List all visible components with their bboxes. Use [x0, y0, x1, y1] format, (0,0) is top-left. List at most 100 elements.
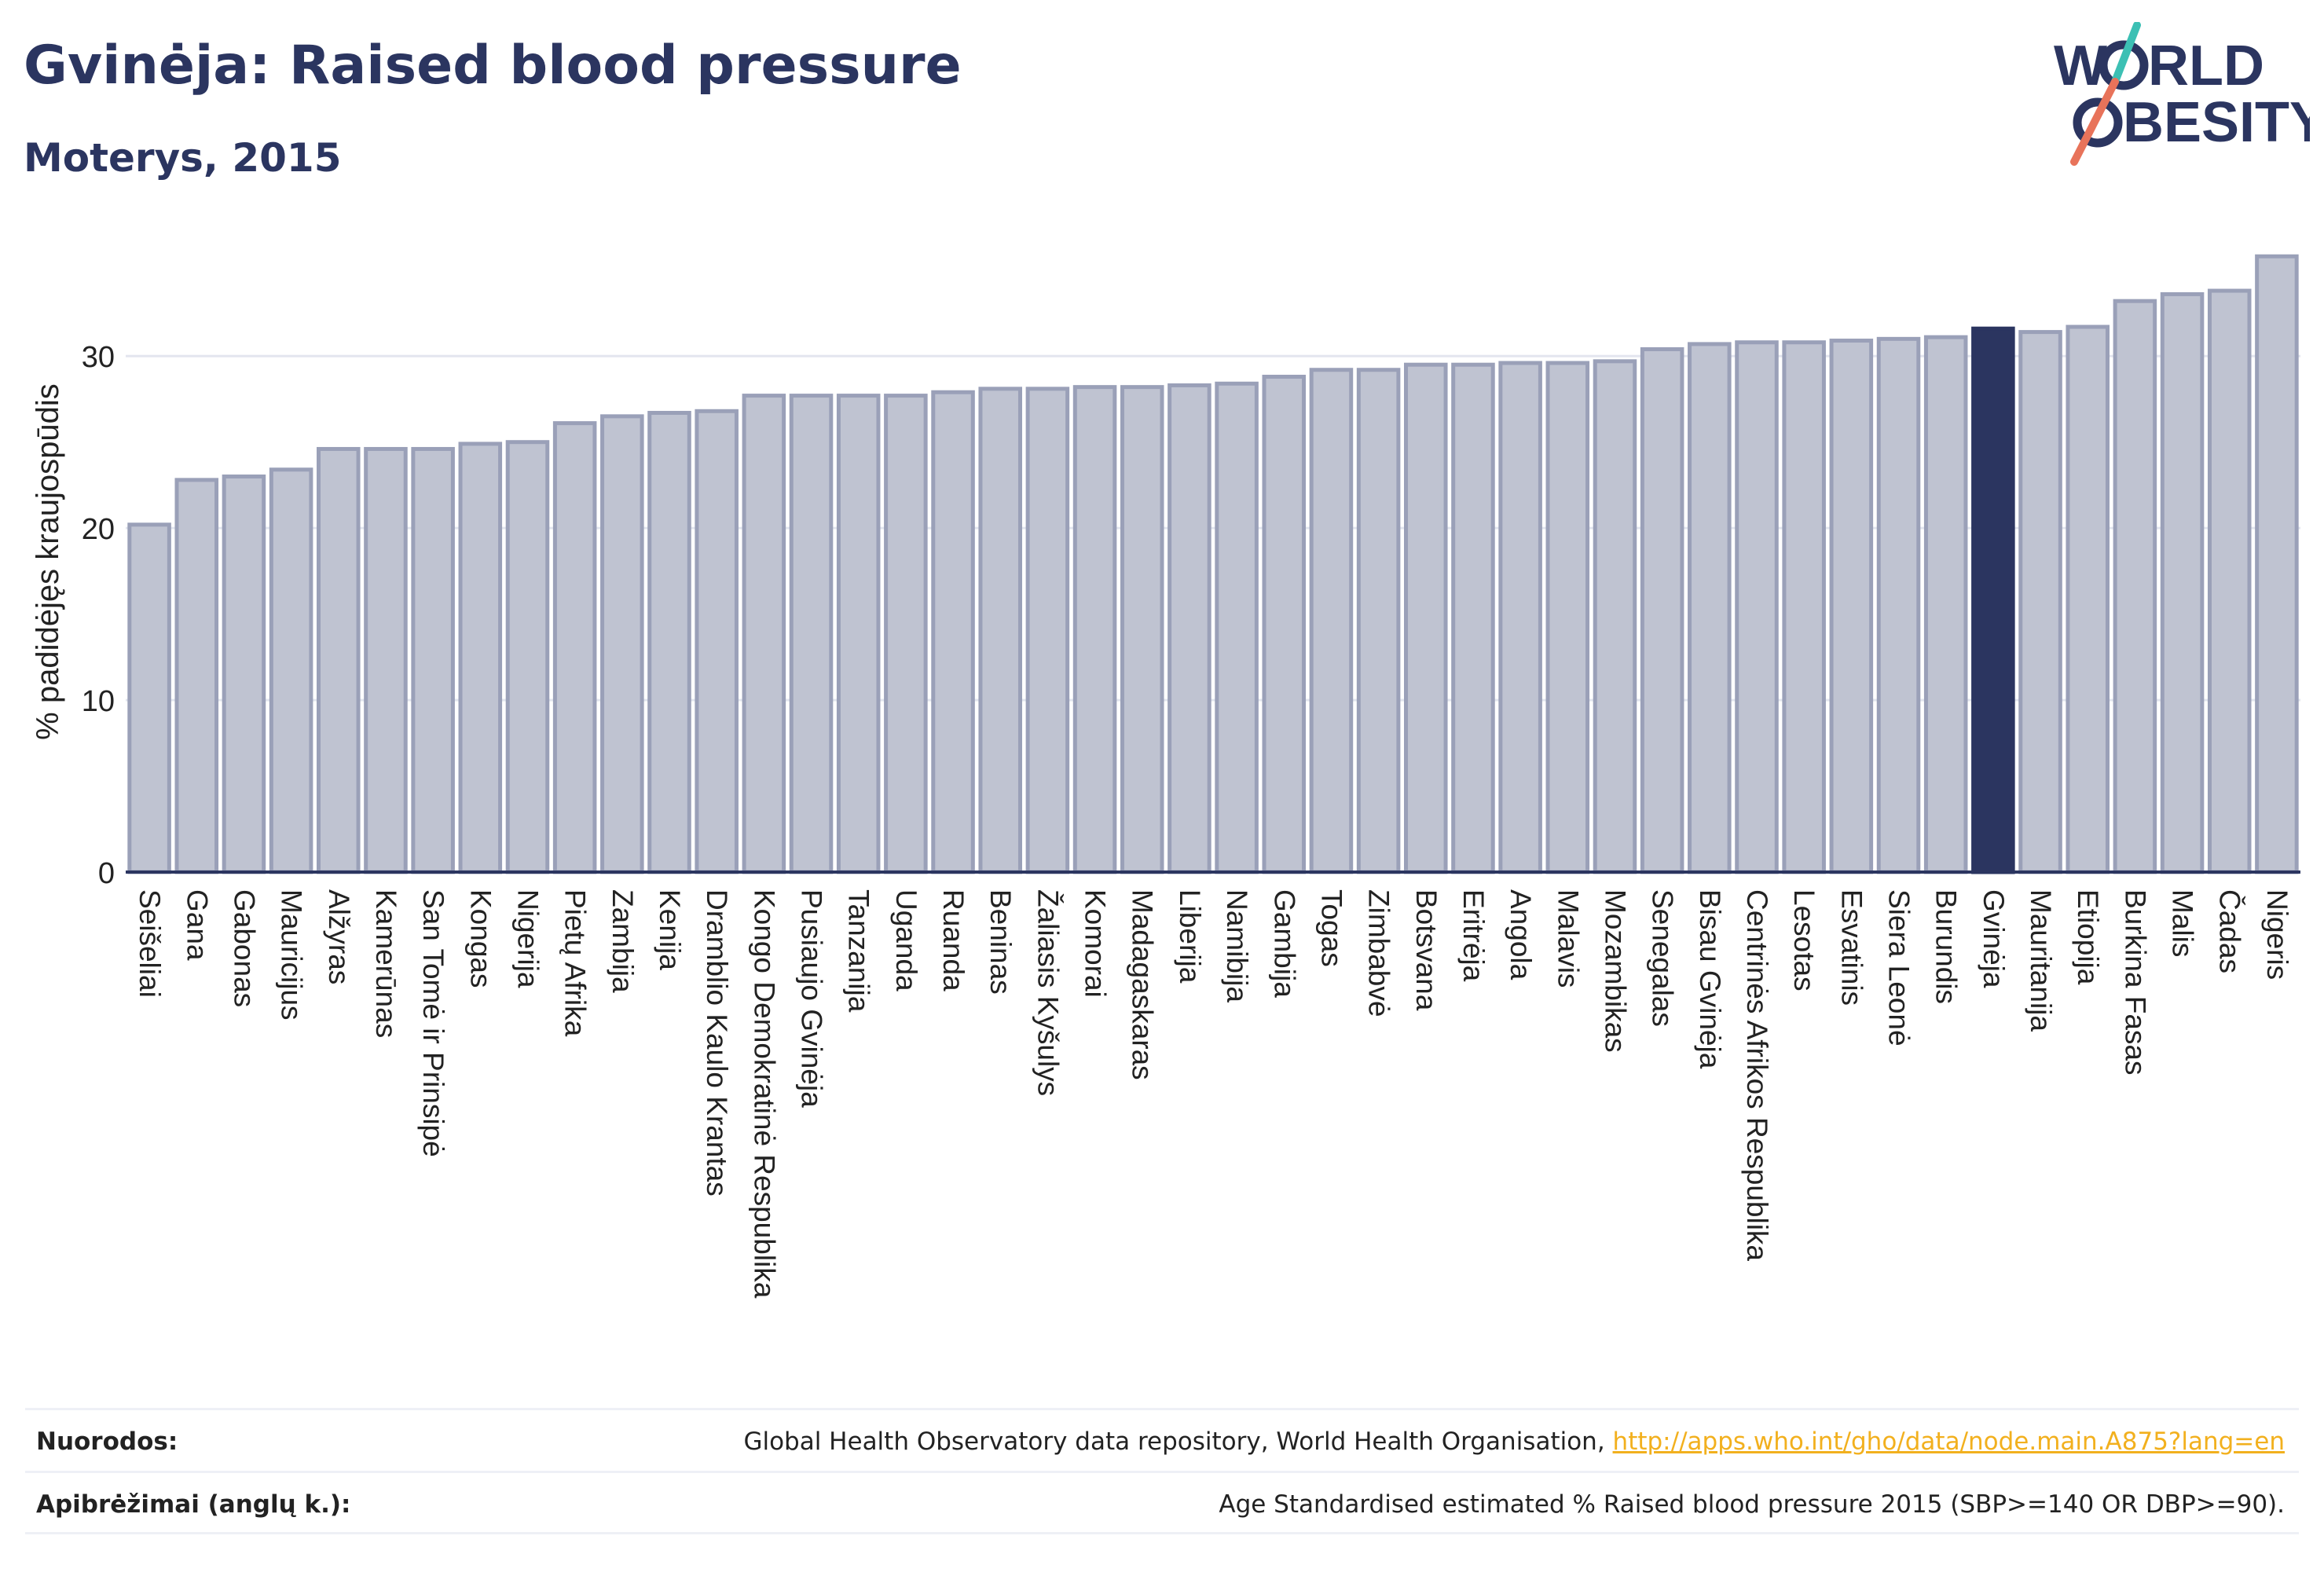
x-tick-label: Madagaskaras [1127, 889, 1159, 1080]
logo-w: W [2054, 35, 2107, 97]
bar [2160, 291, 2205, 874]
x-tick-label: Siera Leonė [1883, 889, 1915, 1046]
sources-text: Global Health Observatory data repositor… [743, 1428, 1613, 1456]
bar [647, 410, 691, 874]
bar [695, 409, 739, 874]
bar [174, 478, 219, 874]
bar [1404, 362, 1448, 874]
definitions-label: Apibrėžimai (anglų k.): [36, 1490, 351, 1519]
sources-value: Global Health Observatory data repositor… [743, 1428, 2299, 1456]
logo-o-bottom [2073, 97, 2123, 148]
logo-o-top [2099, 40, 2149, 90]
bar [552, 421, 597, 874]
bar [1829, 339, 1874, 874]
bar [1262, 375, 1307, 874]
bar [1923, 335, 1968, 874]
logo-rld: RLD [2148, 35, 2264, 97]
bar [1451, 362, 1495, 874]
bar [222, 474, 266, 874]
logo-slash-teal [2111, 22, 2141, 86]
y-tick-label: 30 [82, 341, 115, 374]
logo-slash-coral [2070, 78, 2119, 166]
x-tick-label: Angola [1505, 889, 1537, 980]
x-tick-label: San Tomė ir Prinsipė [417, 889, 449, 1157]
y-tick-label: 20 [82, 513, 115, 546]
bar [2255, 254, 2299, 874]
x-tick-label: Pusiaujo Gvinėja [796, 889, 828, 1108]
x-tick-label: Kongas [464, 889, 497, 988]
chart-title: Gvinėja: Raised blood pressure [24, 35, 962, 97]
x-tick-label: Komorai [1080, 889, 1112, 998]
bar-highlighted [1971, 326, 2015, 874]
bar [1782, 340, 1826, 874]
y-tick-label: 10 [82, 685, 115, 718]
x-tick-label: Ruanda [937, 889, 970, 991]
bar [1120, 385, 1164, 874]
bar [1593, 359, 1637, 874]
bar [789, 394, 834, 874]
x-tick-label: Burkina Fasas [2119, 889, 2151, 1076]
bar [1735, 340, 1779, 874]
x-tick-label: Gabonas [228, 889, 260, 1007]
bar [1215, 381, 1259, 874]
bar [742, 394, 786, 874]
sources-label: Nuorodos: [36, 1428, 178, 1456]
x-tick-label: Pietų Afrika [559, 889, 592, 1037]
x-tick-label: Kamerūnas [370, 889, 402, 1038]
x-tick-label: Nigeris [2261, 889, 2293, 980]
bar [364, 446, 408, 874]
x-tick-label: Zimbabvė [1363, 889, 1395, 1017]
x-tick-label: Gvinėja [1978, 889, 2010, 988]
bar [1640, 346, 1684, 874]
x-tick-label: Namibija [1221, 889, 1253, 1002]
x-tick-label: Seišeliai [134, 889, 166, 998]
bar [1876, 336, 1921, 874]
x-tick-label: Etiopija [2072, 889, 2104, 985]
x-tick-label: Tanzanija [843, 889, 875, 1013]
bar [127, 522, 171, 874]
footer-divider [25, 1532, 2299, 1534]
x-tick-label: Čadas [2214, 889, 2246, 973]
x-tick-label: Kenija [654, 889, 686, 970]
bar [1167, 383, 1211, 874]
y-axis-label: % padidėjęs kraujospūdis [31, 383, 65, 740]
world-obesity-logo: W RLD BESITY [2054, 22, 2310, 166]
bar [269, 467, 313, 874]
bar [505, 440, 550, 874]
bar [1025, 387, 1070, 874]
x-tick-label: Liberija [1174, 889, 1206, 984]
x-tick-label: Burundis [1930, 889, 1963, 1004]
bar [978, 387, 1022, 874]
x-tick-label: Mauricijus [276, 889, 308, 1021]
bar [411, 446, 455, 874]
bar [2113, 299, 2157, 874]
x-tick-label: Botsvana [1410, 889, 1442, 1011]
bar [1072, 385, 1117, 874]
x-tick-label: Gambija [1268, 889, 1300, 998]
x-tick-label: Malis [2167, 889, 2199, 957]
sources-link[interactable]: http://apps.who.int/gho/data/node.main.A… [1612, 1428, 2285, 1456]
bar [2018, 330, 2062, 874]
sources-row: Nuorodos: Global Health Observatory data… [25, 1408, 2299, 1473]
bar [1545, 361, 1590, 874]
bar [2207, 288, 2252, 874]
bar [1356, 368, 1401, 874]
x-tick-label: Gana [181, 889, 213, 961]
definitions-row: Apibrėžimai (anglų k.): Age Standardised… [25, 1471, 2299, 1536]
x-tick-label: Malavis [1552, 889, 1584, 988]
x-tick-label: Togas [1315, 889, 1347, 967]
x-tick-label: Zambija [607, 889, 639, 993]
bar [1309, 368, 1354, 874]
chart-subtitle: Moterys, 2015 [24, 135, 342, 181]
bar [884, 394, 928, 874]
x-tick-label: Eritrėja [1457, 889, 1490, 982]
x-tick-label: Kongo Demokratinė Respublika [748, 889, 780, 1299]
x-tick-label: Dramblio Kaulo Krantas [701, 889, 733, 1197]
x-tick-label: Beninas [984, 889, 1017, 995]
bar [1688, 342, 1732, 874]
bar [836, 394, 881, 874]
x-tick-label: Mauritanija [2025, 889, 2057, 1032]
x-tick-label: Senegalas [1647, 889, 1679, 1027]
x-tick-label: Bisau Gvinėja [1694, 889, 1726, 1069]
x-tick-label: Uganda [890, 889, 922, 991]
